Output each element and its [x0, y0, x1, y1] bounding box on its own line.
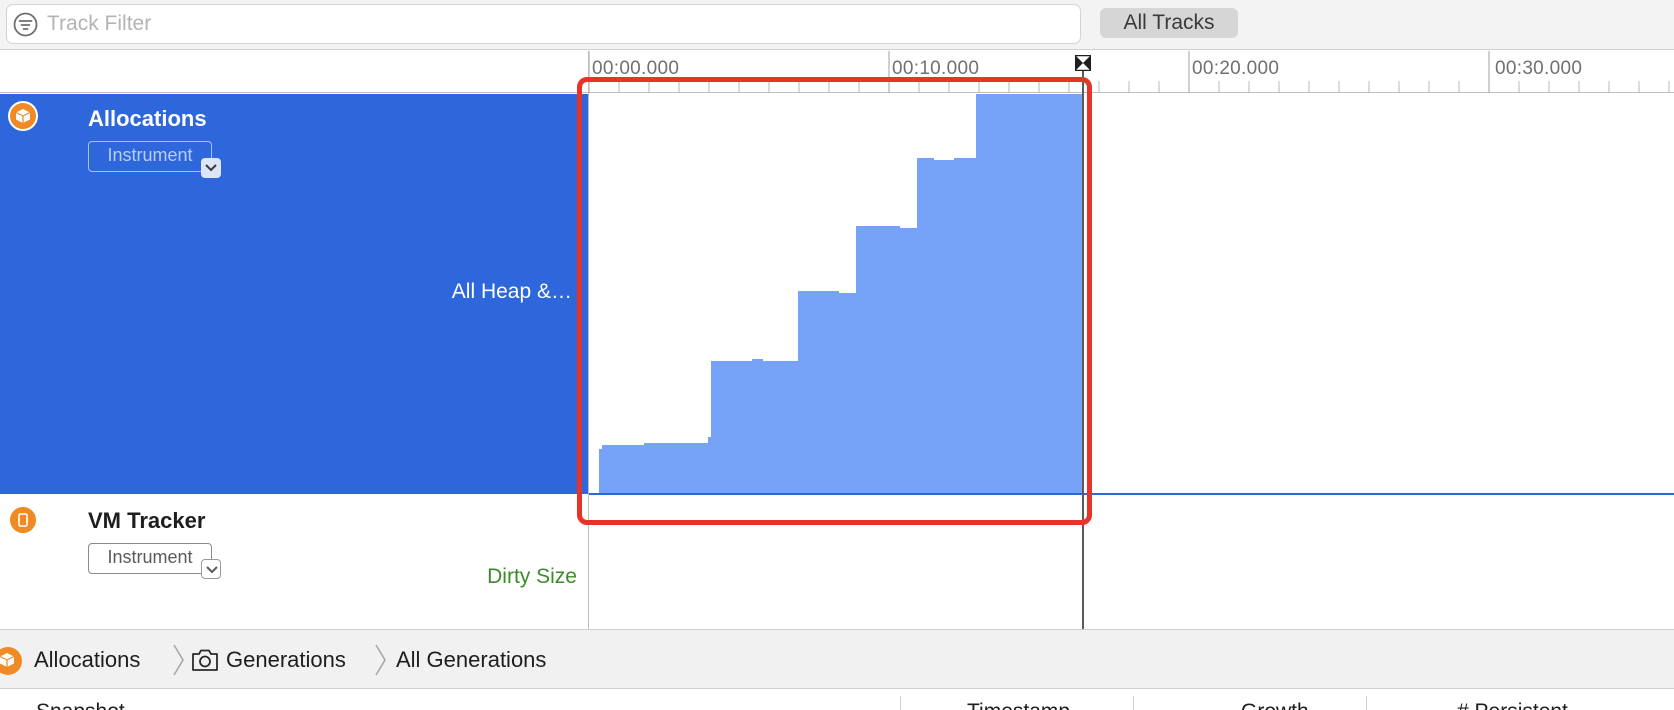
track-filter-input[interactable]	[47, 9, 1067, 39]
column-divider[interactable]	[1366, 696, 1367, 710]
breadcrumb-separator-icon	[173, 644, 184, 676]
column-header-snapshot[interactable]: Snapshot	[36, 700, 125, 710]
chevron-down-icon[interactable]	[201, 158, 221, 178]
column-divider[interactable]	[900, 696, 901, 710]
column-header-persistent[interactable]: # Persistent	[1457, 700, 1568, 710]
ruler-label-0: 00:00.000	[592, 58, 680, 79]
camera-icon	[192, 649, 218, 671]
filter-icon[interactable]	[13, 12, 38, 37]
vm-tracker-icon	[8, 505, 38, 535]
allocations-icon	[8, 101, 38, 131]
allocations-graph[interactable]	[589, 94, 1674, 494]
ruler-label-30: 00:30.000	[1495, 58, 1583, 79]
column-header-timestamp[interactable]: Timestamp	[967, 700, 1070, 710]
chevron-down-icon[interactable]	[201, 559, 221, 579]
vm-tracker-instrument-selector[interactable]: Instrument	[88, 543, 212, 574]
ruler-label-20: 00:20.000	[1192, 58, 1280, 79]
breadcrumb-all-generations[interactable]: All Generations	[396, 647, 547, 672]
ruler-ticks	[588, 51, 1670, 93]
breadcrumb: Allocations Generations All Generations	[0, 629, 1674, 689]
track-filter-bar: All Tracks	[0, 0, 1674, 50]
vm-tracker-track-title: VM Tracker	[88, 508, 206, 533]
column-divider[interactable]	[1133, 696, 1134, 710]
breadcrumb-separator-icon	[375, 644, 386, 676]
playhead-marker-icon[interactable]	[1075, 55, 1091, 71]
allocations-icon	[0, 647, 22, 675]
vm-tracker-graph[interactable]	[589, 495, 1674, 629]
heap-growth-area	[599, 94, 1083, 494]
allocations-instrument-selector[interactable]: Instrument	[88, 141, 212, 172]
allocations-track-title: Allocations	[88, 106, 207, 131]
vm-tracker-track-header[interactable]	[0, 495, 589, 629]
time-ruler[interactable]: 00:00.000 00:10.000 00:20.000 00:30.000	[0, 51, 1674, 93]
all-tracks-button[interactable]: All Tracks	[1100, 8, 1238, 38]
breadcrumb-allocations[interactable]: Allocations	[34, 647, 141, 672]
column-header-growth[interactable]: Growth	[1241, 700, 1309, 710]
track-separator	[589, 493, 1674, 495]
allocations-heap-graph	[599, 94, 1083, 494]
breadcrumb-generations[interactable]: Generations	[226, 647, 346, 672]
generations-table-header: Snapshot Timestamp Growth # Persistent	[0, 690, 1674, 710]
graph-column-divider	[588, 51, 589, 629]
vm-tracker-track-label: Dirty Size	[487, 565, 577, 588]
allocations-track-header[interactable]	[0, 94, 589, 494]
allocations-track-label: All Heap &…	[451, 280, 572, 303]
highlight-annotation-box	[577, 77, 1092, 525]
playhead-line[interactable]	[1082, 70, 1084, 629]
track-filter-field[interactable]	[6, 4, 1081, 44]
ruler-label-10: 00:10.000	[892, 58, 980, 79]
